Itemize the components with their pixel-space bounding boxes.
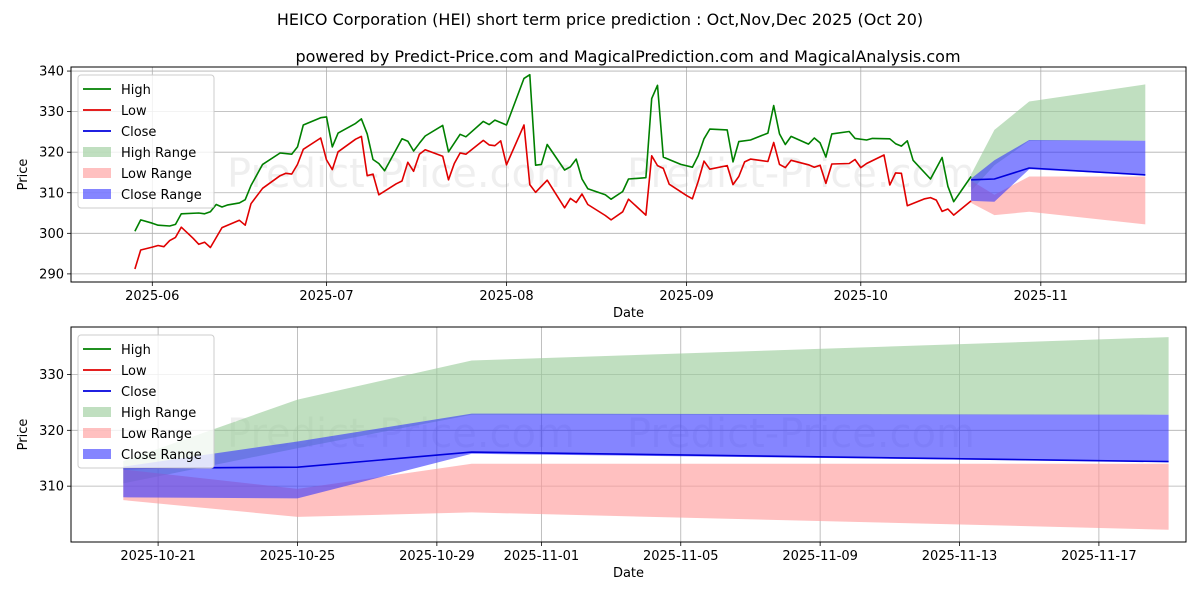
x-tick-label: 2025-11-13 bbox=[922, 549, 998, 564]
x-tick-label: 2025-11-17 bbox=[1061, 549, 1137, 564]
x-tick-label: 2025-11-01 bbox=[504, 549, 580, 564]
x-tick-label: 2025-10-25 bbox=[260, 549, 336, 564]
legend-label: Close bbox=[121, 125, 156, 140]
x-axis-label: Date bbox=[613, 306, 644, 321]
x-tick-label: 2025-10 bbox=[834, 289, 888, 304]
y-tick-label: 310 bbox=[39, 480, 64, 495]
y-tick-label: 300 bbox=[39, 227, 64, 242]
chart-title: HEICO Corporation (HEI) short term price… bbox=[277, 10, 923, 29]
x-tick-label: 2025-09 bbox=[659, 289, 713, 304]
legend-swatch bbox=[83, 168, 111, 178]
legend-swatch bbox=[83, 189, 111, 199]
legend-swatch bbox=[83, 428, 111, 438]
x-tick-label: 2025-07 bbox=[299, 289, 353, 304]
forecast-chart-panel: Predict-Price.comPredict-Price.com2025-1… bbox=[16, 326, 1187, 581]
axes-frame bbox=[70, 66, 1187, 283]
legend-label: High Range bbox=[121, 146, 196, 161]
watermark: Predict-Price.com bbox=[227, 151, 575, 197]
low-series-line bbox=[134, 124, 972, 270]
close-range-band bbox=[123, 413, 1169, 499]
y-tick-label: 290 bbox=[39, 267, 64, 282]
legend-box bbox=[77, 334, 215, 469]
legend-label: Close Range bbox=[121, 448, 202, 463]
legend-label: Low bbox=[121, 104, 147, 119]
axes-frame bbox=[70, 326, 1187, 543]
y-tick-label: 310 bbox=[39, 186, 64, 201]
high-range-band bbox=[971, 84, 1146, 191]
legend-label: High Range bbox=[121, 406, 196, 421]
legend-box bbox=[77, 74, 215, 209]
y-tick-label: 340 bbox=[39, 65, 64, 80]
chart-subtitle: powered by Predict-Price.com and Magical… bbox=[295, 47, 960, 66]
x-tick-label: 2025-08 bbox=[479, 289, 533, 304]
legend-label: High bbox=[121, 83, 151, 98]
low-range-band bbox=[971, 176, 1146, 225]
legend-swatch bbox=[83, 449, 111, 459]
y-tick-label: 330 bbox=[39, 368, 64, 383]
y-tick-label: 330 bbox=[39, 105, 64, 120]
y-tick-label: 320 bbox=[39, 146, 64, 161]
x-tick-label: 2025-11-09 bbox=[782, 549, 858, 564]
y-axis-label: Price bbox=[16, 159, 31, 191]
y-tick-label: 320 bbox=[39, 424, 64, 439]
x-tick-label: 2025-10-29 bbox=[399, 549, 475, 564]
x-axis-label: Date bbox=[613, 566, 644, 581]
close-range-band bbox=[971, 140, 1146, 202]
x-tick-label: 2025-06 bbox=[125, 289, 179, 304]
high-series-line bbox=[134, 73, 972, 232]
legend-label: Low bbox=[121, 364, 147, 379]
legend-label: Low Range bbox=[121, 167, 192, 182]
x-tick-label: 2025-11-05 bbox=[643, 549, 719, 564]
close-series-line bbox=[971, 167, 1146, 181]
legend-swatch bbox=[83, 407, 111, 417]
low-range-band bbox=[123, 463, 1169, 530]
y-axis-label: Price bbox=[16, 419, 31, 451]
overview-chart-panel: Predict-Price.com Predict-Price.com 2025-0… bbox=[16, 65, 1187, 321]
x-tick-label: 2025-11 bbox=[1014, 289, 1068, 304]
legend-label: High bbox=[121, 343, 151, 358]
legend-label: Close Range bbox=[121, 188, 202, 203]
watermark: Predict-Price.com bbox=[627, 151, 975, 197]
x-tick-label: 2025-10-21 bbox=[120, 549, 196, 564]
legend-swatch bbox=[83, 147, 111, 157]
legend-label: Low Range bbox=[121, 427, 192, 442]
high-range-band bbox=[123, 337, 1169, 484]
legend-label: Close bbox=[121, 385, 156, 400]
